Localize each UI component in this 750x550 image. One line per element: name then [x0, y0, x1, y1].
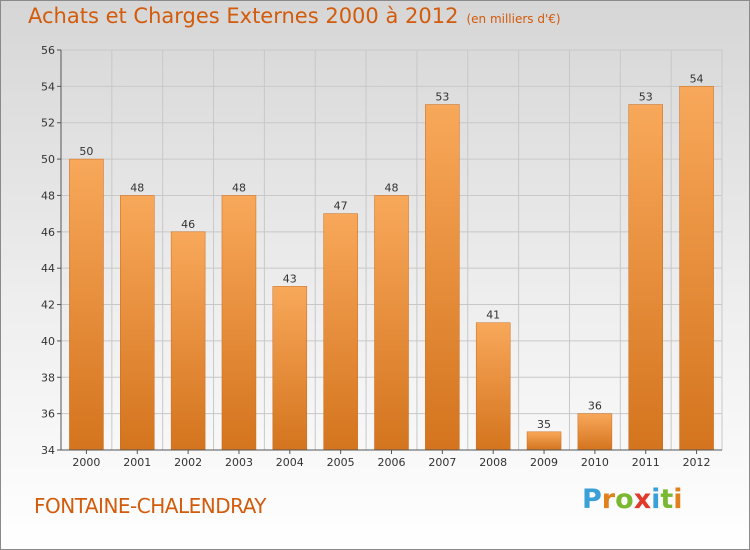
y-tick-label: 40 [41, 335, 55, 348]
bar [425, 104, 460, 451]
bar [170, 231, 206, 451]
x-tick-label: 2012 [683, 456, 711, 469]
x-tick-label: 2008 [479, 456, 507, 469]
y-tick-label: 54 [41, 80, 55, 93]
bar-value-label: 43 [283, 272, 297, 285]
y-tick-label: 44 [41, 262, 55, 275]
bar-value-label: 48 [232, 181, 246, 194]
y-tick-label: 56 [41, 44, 55, 57]
x-tick-label: 2000 [72, 456, 100, 469]
x-tick-label: 2005 [327, 456, 355, 469]
y-tick-label: 38 [41, 371, 55, 384]
logo-letter: r [601, 484, 616, 515]
x-tick-label: 2002 [174, 456, 202, 469]
logo-letter: t [660, 484, 674, 515]
y-tick-label: 36 [41, 408, 55, 421]
y-tick-label: 52 [41, 117, 55, 130]
bar-value-label: 53 [435, 91, 449, 104]
logo-letter: i [673, 484, 683, 515]
bar [69, 158, 104, 451]
logo-letter: i [651, 484, 661, 515]
bar [475, 322, 511, 451]
bar-value-label: 54 [690, 72, 704, 85]
y-tick-label: 48 [41, 189, 55, 202]
bar-value-label: 48 [385, 181, 399, 194]
bar [577, 413, 613, 451]
y-tick-label: 42 [41, 299, 55, 312]
x-tick-label: 2001 [123, 456, 151, 469]
x-tick-label: 2003 [225, 456, 253, 469]
bar-value-label: 50 [79, 145, 93, 158]
y-tick-label: 46 [41, 226, 55, 239]
chart-title-text: Achats et Charges Externes 2000 à 2012 [28, 4, 459, 28]
bar-value-label: 48 [130, 181, 144, 194]
bar [526, 431, 562, 451]
x-tick-label: 2006 [378, 456, 406, 469]
bar [120, 195, 155, 451]
chart-subtitle: (en milliers d'€) [466, 12, 561, 26]
bar [221, 195, 257, 451]
x-tick-label: 2011 [632, 456, 660, 469]
bar [374, 195, 409, 451]
bar-value-label: 41 [486, 309, 500, 322]
chart-title: Achats et Charges Externes 2000 à 2012 (e… [28, 4, 561, 28]
bar [272, 286, 308, 451]
bar [323, 213, 358, 451]
logo-letter: P [582, 484, 602, 515]
logo-letter: x [633, 484, 652, 515]
x-tick-label: 2007 [428, 456, 456, 469]
x-tick-label: 2004 [276, 456, 304, 469]
town-name: FONTAINE-CHALENDRAY [34, 494, 267, 518]
x-tick-label: 2009 [530, 456, 558, 469]
y-tick-label: 50 [41, 153, 55, 166]
axes: 34 36 38 40 42 44 46 48 50 52 54 56 2000 2001 2002 2003… [41, 44, 722, 469]
bar [679, 86, 714, 451]
x-tick-label: 2010 [581, 456, 609, 469]
bar-value-label: 46 [181, 218, 195, 231]
bar-value-label: 36 [588, 400, 602, 413]
bar-value-label: 53 [639, 91, 653, 104]
y-tick-label: 34 [41, 444, 55, 457]
bar-value-label: 47 [334, 200, 348, 213]
bar [628, 104, 663, 451]
bars: 50 48 46 48 43 47 48 53 41 35 36 53 54 [69, 72, 714, 451]
bar-value-label: 35 [537, 418, 551, 431]
proxiti-logo: Proxiti [582, 484, 683, 515]
logo-letter: o [615, 484, 634, 515]
